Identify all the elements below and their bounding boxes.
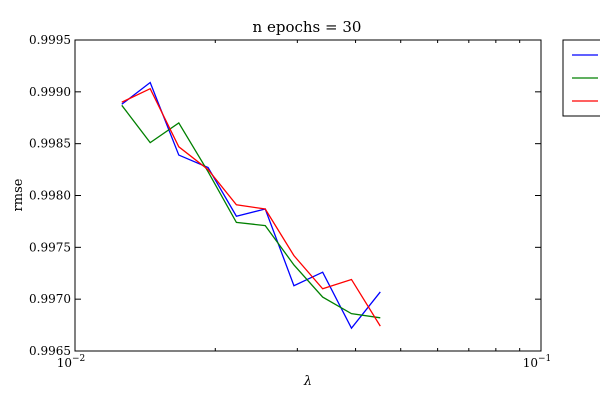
y-tick-label: 0.9995 [29,33,71,47]
y-tick-label: 0.9970 [29,292,71,306]
chart-title: n epochs = 30 [253,18,362,36]
series-layer [121,81,381,330]
plot-frame [74,39,542,352]
ticks-layer: 0.9965 0.9970 0.9975 0.9980 0.9985 0.9990 0.99… [29,33,551,370]
x-tick-label: 10−1 [523,354,552,370]
plot-area [75,40,541,351]
x-axis-title: λ [303,374,312,389]
y-tick-label: 0.9990 [29,85,71,99]
series-line-3 [121,87,381,327]
y-tick-label: 0.9965 [29,344,71,358]
x-tick-label: 10−2 [57,354,86,370]
legend-entries [572,54,598,102]
y-axis-title: rmse [11,178,26,211]
y-tick-label: 0.9980 [29,189,71,203]
legend [562,39,600,117]
y-tick-label: 0.9985 [29,137,71,151]
series-line-2 [121,104,381,319]
y-tick-label: 0.9975 [29,240,71,254]
